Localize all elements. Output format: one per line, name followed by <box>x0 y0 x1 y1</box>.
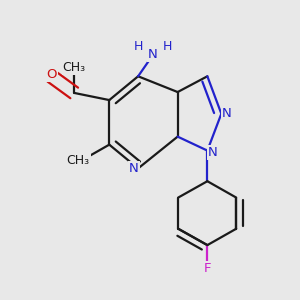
Text: N: N <box>222 107 232 120</box>
Text: N: N <box>129 162 139 175</box>
Text: H: H <box>163 40 172 53</box>
Text: N: N <box>148 48 158 62</box>
Text: CH₃: CH₃ <box>63 61 86 74</box>
Text: O: O <box>46 68 57 81</box>
Text: CH₃: CH₃ <box>67 154 90 167</box>
Text: H: H <box>134 40 143 53</box>
Text: N: N <box>208 146 218 159</box>
Text: F: F <box>204 262 211 275</box>
